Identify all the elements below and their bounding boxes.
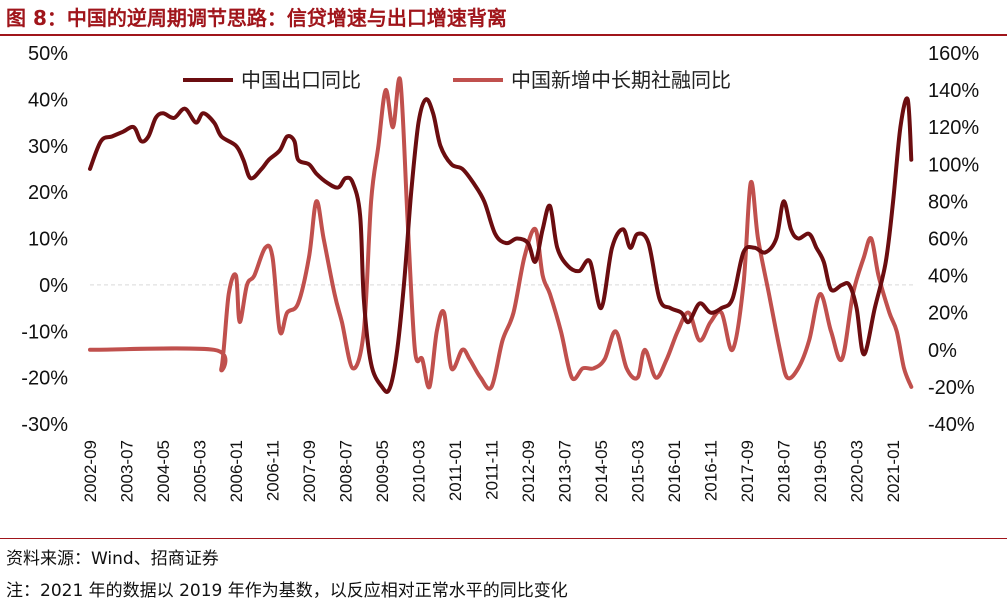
x-tick-label: 2018-07 bbox=[775, 440, 794, 502]
legend-credit-label: 中国新增中长期社融同比 bbox=[511, 68, 731, 92]
left-tick-label: -20% bbox=[21, 368, 68, 390]
right-tick-label: -20% bbox=[928, 377, 975, 399]
x-tick-label: 2015-03 bbox=[629, 440, 648, 502]
left-tick-label: 10% bbox=[28, 229, 68, 251]
left-tick-label: 20% bbox=[28, 182, 68, 204]
credit-growth-line bbox=[88, 76, 914, 391]
left-axis-ticks: 50% 40% 30% 20% 10% 0% -10% -20% -30% bbox=[21, 43, 68, 436]
left-tick-label: -30% bbox=[21, 414, 68, 436]
left-tick-label: 30% bbox=[28, 136, 68, 158]
x-tick-label: 2006-01 bbox=[227, 440, 246, 502]
x-tick-label: 2012-09 bbox=[519, 440, 538, 502]
x-tick-label: 2013-07 bbox=[556, 440, 575, 502]
x-tick-label: 2011-01 bbox=[446, 440, 465, 501]
right-tick-label: 60% bbox=[928, 229, 968, 251]
x-tick-label: 2014-05 bbox=[592, 440, 611, 502]
export-growth-line bbox=[88, 96, 914, 394]
x-tick-label: 2009-05 bbox=[373, 440, 392, 502]
legend-export-label: 中国出口同比 bbox=[241, 68, 361, 92]
left-tick-label: -10% bbox=[21, 321, 68, 343]
x-tick-label: 2017-09 bbox=[738, 440, 757, 502]
figure-title: 图 8：中国的逆周期调节思路：信贷增速与出口增速背离 bbox=[6, 6, 507, 30]
x-tick-label: 2006-11 bbox=[264, 440, 283, 501]
series-layer bbox=[88, 76, 915, 394]
x-tick-label: 2019-05 bbox=[811, 440, 830, 502]
x-tick-label: 2016-01 bbox=[665, 440, 684, 502]
x-tick-label: 2004-05 bbox=[154, 440, 173, 502]
right-tick-label: 100% bbox=[928, 154, 979, 176]
footer-divider bbox=[0, 538, 1007, 539]
right-tick-label: 140% bbox=[928, 80, 979, 102]
legend: 中国出口同比 中国新增中长期社融同比 bbox=[183, 68, 731, 92]
x-tick-label: 2021-01 bbox=[884, 440, 903, 502]
x-tick-label: 2020-03 bbox=[848, 440, 867, 502]
x-axis-ticks: 2002-09 2003-07 2004-05 2005-03 2006-01 2006-… bbox=[81, 440, 903, 502]
right-tick-label: 120% bbox=[928, 117, 979, 139]
x-tick-label: 2005-03 bbox=[191, 440, 210, 502]
left-tick-label: 0% bbox=[39, 275, 68, 297]
x-tick-label: 2008-07 bbox=[337, 440, 356, 502]
right-tick-label: 160% bbox=[928, 43, 979, 65]
right-tick-label: -40% bbox=[928, 414, 975, 436]
chart-svg: 50% 40% 30% 20% 10% 0% -10% -20% -30% 160% 140% 12… bbox=[21, 43, 979, 502]
right-tick-label: 80% bbox=[928, 191, 968, 213]
x-tick-label: 2003-07 bbox=[118, 440, 137, 502]
source-text: 资料来源：Wind、招商证券 bbox=[6, 549, 219, 569]
right-tick-label: 40% bbox=[928, 266, 968, 288]
note-text: 注：2021 年的数据以 2019 年作为基数，以反应相对正常水平的同比变化 bbox=[6, 581, 568, 601]
title-divider bbox=[0, 34, 1007, 36]
right-axis-ticks: 160% 140% 120% 100% 80% 60% 40% 20% 0% -20% -40% bbox=[928, 43, 979, 436]
x-tick-label: 2011-11 bbox=[483, 440, 502, 500]
x-tick-label: 2010-03 bbox=[410, 440, 429, 502]
left-tick-label: 40% bbox=[28, 89, 68, 111]
x-tick-label: 2016-11 bbox=[702, 440, 721, 501]
right-tick-label: 0% bbox=[928, 340, 957, 362]
left-tick-label: 50% bbox=[28, 43, 68, 65]
x-tick-label: 2002-09 bbox=[81, 440, 100, 502]
right-tick-label: 20% bbox=[928, 303, 968, 325]
x-tick-label: 2007-09 bbox=[300, 440, 319, 502]
